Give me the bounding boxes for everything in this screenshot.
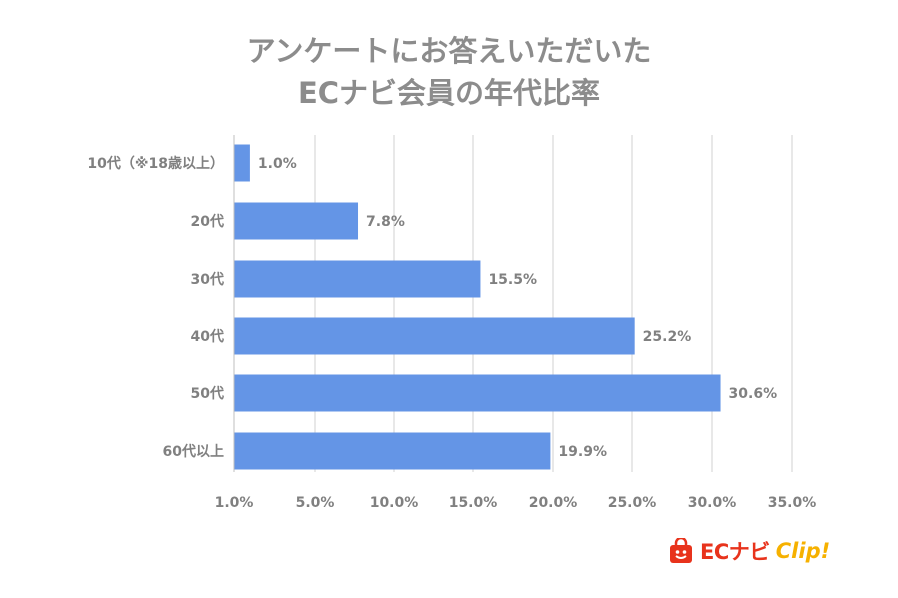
data-label: 25.2%: [643, 329, 692, 345]
category-label: 40代: [191, 328, 224, 345]
data-label: 30.6%: [729, 386, 778, 402]
x-tick-label: 1.0%: [215, 495, 254, 511]
bar: [234, 144, 250, 182]
logo-clip-text: Clip!: [775, 539, 831, 563]
category-label: 20代: [191, 213, 224, 230]
bar: [234, 202, 359, 240]
x-tick-label: 35.0%: [768, 495, 817, 511]
x-tick-label: 20.0%: [529, 495, 578, 511]
logo-brand-text: ECナビ: [700, 540, 770, 564]
category-label: 60代以上: [163, 443, 224, 460]
x-tick-label: 15.0%: [449, 495, 498, 511]
data-label: 19.9%: [558, 444, 607, 460]
category-label: 30代: [191, 271, 224, 288]
bar: [234, 260, 481, 298]
chart-title: アンケートにお答えいただいた ECナビ会員の年代比率: [0, 30, 898, 114]
shopping-bag-icon: [670, 538, 692, 563]
data-label: 15.5%: [488, 272, 537, 288]
ecnavi-clip-logo: ECナビ Clip!: [668, 536, 830, 566]
x-tick-label: 30.0%: [688, 495, 737, 511]
chart-title-line-1: アンケートにお答えいただいた: [246, 34, 652, 68]
category-label: 50代: [191, 385, 224, 402]
x-tick-label: 10.0%: [370, 495, 419, 511]
data-label: 7.8%: [366, 214, 405, 230]
category-label: 10代（※18歳以上）: [87, 155, 224, 172]
bar: [234, 317, 635, 355]
bar: [234, 374, 721, 412]
bar: [234, 432, 551, 470]
data-label: 1.0%: [258, 156, 297, 172]
x-tick-label: 5.0%: [296, 495, 335, 511]
x-tick-label: 25.0%: [608, 495, 657, 511]
chart-title-line-2: ECナビ会員の年代比率: [297, 76, 601, 110]
